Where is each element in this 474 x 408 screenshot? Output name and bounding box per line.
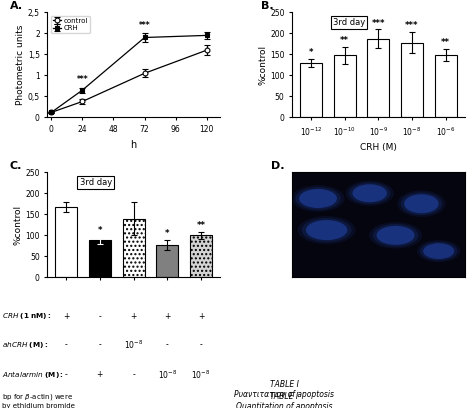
Bar <box>401 42 423 118</box>
Text: D.: D. <box>272 162 285 171</box>
Text: -: - <box>166 340 169 349</box>
Ellipse shape <box>397 191 446 217</box>
Ellipse shape <box>420 242 457 261</box>
Text: *: * <box>165 229 170 238</box>
Text: $\mathit{ahCRH}$ $\mathbf{(M):}$: $\mathit{ahCRH}$ $\mathbf{(M):}$ <box>2 340 49 350</box>
Bar <box>55 207 77 277</box>
Text: C.: C. <box>9 162 22 171</box>
Text: $\mathit{Antalarmin}$ $\mathbf{(M):}$: $\mathit{Antalarmin}$ $\mathbf{(M):}$ <box>2 369 64 380</box>
Text: $10^{-8}$: $10^{-8}$ <box>191 368 210 381</box>
Bar <box>156 245 178 277</box>
Text: +: + <box>198 312 204 321</box>
Ellipse shape <box>417 240 460 262</box>
Bar <box>435 55 456 118</box>
Text: +: + <box>97 370 103 379</box>
Text: 3rd day: 3rd day <box>333 18 365 27</box>
Legend: control, CRH: control, CRH <box>51 16 90 33</box>
Bar <box>190 235 212 277</box>
Text: -: - <box>200 340 202 349</box>
Text: ***: *** <box>139 21 150 30</box>
Text: ***: *** <box>372 19 385 28</box>
Text: +: + <box>130 312 137 321</box>
Bar <box>334 55 356 118</box>
Text: ***: *** <box>405 21 419 30</box>
Text: $10^{-8}$: $10^{-8}$ <box>124 339 143 351</box>
Y-axis label: %control: %control <box>258 45 267 85</box>
Text: TABLE I
Quantitation of apoptosis: TABLE I Quantitation of apoptosis <box>236 392 333 408</box>
Bar <box>367 39 389 118</box>
Ellipse shape <box>299 189 337 208</box>
Text: -: - <box>99 312 101 321</box>
Text: -: - <box>132 370 135 379</box>
Ellipse shape <box>346 181 394 206</box>
Ellipse shape <box>401 193 442 215</box>
Text: -: - <box>99 340 101 349</box>
Text: -: - <box>65 370 68 379</box>
Text: ***: *** <box>77 75 88 84</box>
Ellipse shape <box>298 216 356 244</box>
Y-axis label: %control: %control <box>13 205 22 245</box>
Ellipse shape <box>306 220 347 240</box>
Bar <box>89 240 111 277</box>
Text: +: + <box>63 312 69 321</box>
Ellipse shape <box>423 243 454 259</box>
Text: -: - <box>65 340 68 349</box>
Text: **: ** <box>441 38 450 47</box>
Text: **: ** <box>340 36 349 45</box>
Ellipse shape <box>295 187 341 210</box>
Ellipse shape <box>377 226 415 245</box>
Ellipse shape <box>302 218 351 242</box>
Text: +: + <box>164 312 171 321</box>
Bar <box>300 63 322 118</box>
Text: bp for $\beta$-actin) were
by ethidium bromide: bp for $\beta$-actin) were by ethidium b… <box>2 392 75 408</box>
Ellipse shape <box>404 194 438 213</box>
Bar <box>123 219 145 277</box>
Ellipse shape <box>349 182 391 204</box>
Text: 3rd day: 3rd day <box>80 178 112 187</box>
X-axis label: CRH (M): CRH (M) <box>360 143 397 152</box>
X-axis label: h: h <box>130 140 137 150</box>
Text: *: * <box>309 48 313 57</box>
Text: B.: B. <box>261 2 274 11</box>
Text: TΑBLE I
Ρυαντιτατιoν of apoptosis: TΑBLE I Ρυαντιτατιoν of apoptosis <box>235 380 334 399</box>
Y-axis label: Photometric units: Photometric units <box>16 24 25 105</box>
Text: **: ** <box>197 221 205 230</box>
Text: $\mathit{CRH}$ $\mathbf{(1\ nM):}$: $\mathit{CRH}$ $\mathbf{(1\ nM):}$ <box>2 311 52 321</box>
Ellipse shape <box>369 222 422 248</box>
Ellipse shape <box>373 224 419 247</box>
Text: $10^{-8}$: $10^{-8}$ <box>158 368 177 381</box>
Text: A.: A. <box>9 2 23 11</box>
Text: *: * <box>98 226 102 235</box>
Ellipse shape <box>353 184 387 202</box>
Ellipse shape <box>292 185 345 212</box>
